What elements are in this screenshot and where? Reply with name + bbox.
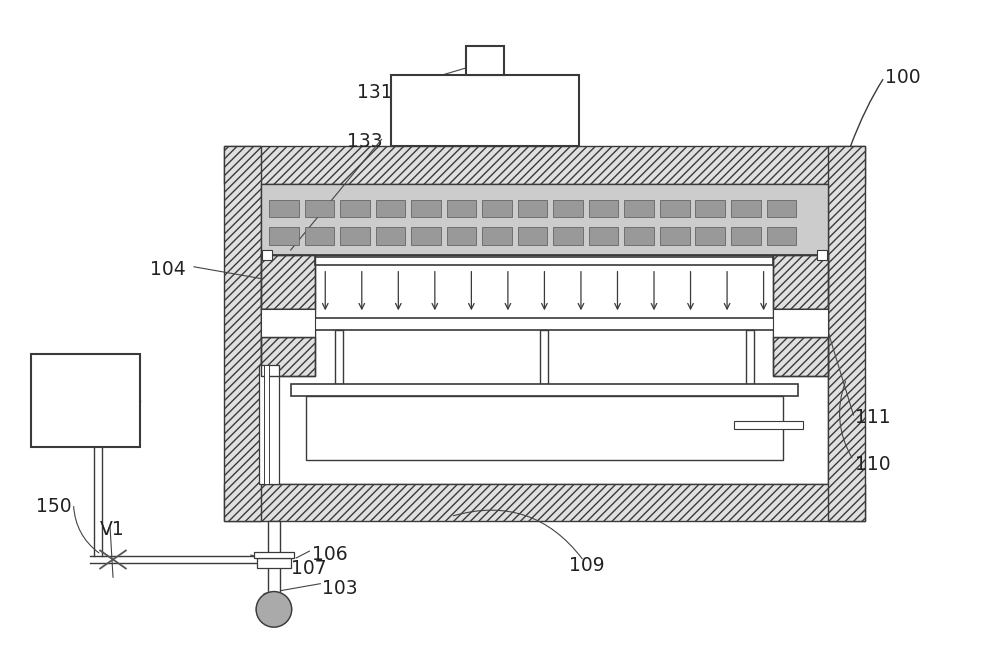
Polygon shape xyxy=(264,364,269,484)
Polygon shape xyxy=(411,199,441,217)
Polygon shape xyxy=(624,228,654,245)
Polygon shape xyxy=(695,199,725,217)
Polygon shape xyxy=(224,146,865,184)
Text: 103: 103 xyxy=(322,579,358,598)
Text: 133: 133 xyxy=(347,132,383,151)
Polygon shape xyxy=(291,385,798,396)
Polygon shape xyxy=(773,255,828,309)
Polygon shape xyxy=(261,337,315,376)
Polygon shape xyxy=(660,199,690,217)
Polygon shape xyxy=(695,228,725,245)
Polygon shape xyxy=(376,199,405,217)
Polygon shape xyxy=(731,199,761,217)
Polygon shape xyxy=(773,309,828,337)
Text: 150: 150 xyxy=(36,497,72,516)
Polygon shape xyxy=(518,228,547,245)
Polygon shape xyxy=(411,228,441,245)
Polygon shape xyxy=(269,228,299,245)
Polygon shape xyxy=(340,228,370,245)
Text: 109: 109 xyxy=(569,557,605,576)
Polygon shape xyxy=(773,337,828,376)
Polygon shape xyxy=(767,199,796,217)
Text: 131: 131 xyxy=(357,82,392,101)
Polygon shape xyxy=(734,421,803,428)
Polygon shape xyxy=(224,146,261,521)
Polygon shape xyxy=(746,330,754,385)
Polygon shape xyxy=(261,309,315,337)
Polygon shape xyxy=(660,228,690,245)
Polygon shape xyxy=(315,257,773,265)
Polygon shape xyxy=(224,484,865,521)
Polygon shape xyxy=(268,521,280,596)
Polygon shape xyxy=(447,199,476,217)
Text: 111: 111 xyxy=(855,408,891,427)
Polygon shape xyxy=(466,46,504,75)
Polygon shape xyxy=(306,396,783,460)
Polygon shape xyxy=(305,199,334,217)
Polygon shape xyxy=(269,199,299,217)
Polygon shape xyxy=(376,228,405,245)
Polygon shape xyxy=(305,228,334,245)
Polygon shape xyxy=(773,309,828,337)
Polygon shape xyxy=(447,228,476,245)
Polygon shape xyxy=(828,146,865,521)
Polygon shape xyxy=(261,184,828,255)
Polygon shape xyxy=(731,228,761,245)
Polygon shape xyxy=(553,199,583,217)
Polygon shape xyxy=(540,330,548,385)
Polygon shape xyxy=(553,228,583,245)
Text: 200: 200 xyxy=(56,382,91,401)
Text: 132: 132 xyxy=(535,97,570,116)
Polygon shape xyxy=(624,199,654,217)
Polygon shape xyxy=(254,552,294,558)
Polygon shape xyxy=(259,364,279,484)
Polygon shape xyxy=(340,199,370,217)
Polygon shape xyxy=(257,558,291,568)
Polygon shape xyxy=(261,184,828,484)
Polygon shape xyxy=(817,250,827,260)
Circle shape xyxy=(256,592,292,627)
Polygon shape xyxy=(482,199,512,217)
Polygon shape xyxy=(391,75,579,146)
Polygon shape xyxy=(589,228,618,245)
Polygon shape xyxy=(589,199,618,217)
Polygon shape xyxy=(31,354,140,447)
Text: V1: V1 xyxy=(100,520,125,539)
Polygon shape xyxy=(335,330,343,385)
Polygon shape xyxy=(262,250,272,260)
Polygon shape xyxy=(518,199,547,217)
Text: 107: 107 xyxy=(291,559,326,578)
Polygon shape xyxy=(261,309,315,337)
Text: 106: 106 xyxy=(312,545,348,564)
Polygon shape xyxy=(261,255,315,309)
Text: 100: 100 xyxy=(885,68,921,87)
Text: 104: 104 xyxy=(150,260,185,279)
Polygon shape xyxy=(301,318,788,330)
Text: 110: 110 xyxy=(855,455,891,473)
Polygon shape xyxy=(482,228,512,245)
Polygon shape xyxy=(767,228,796,245)
